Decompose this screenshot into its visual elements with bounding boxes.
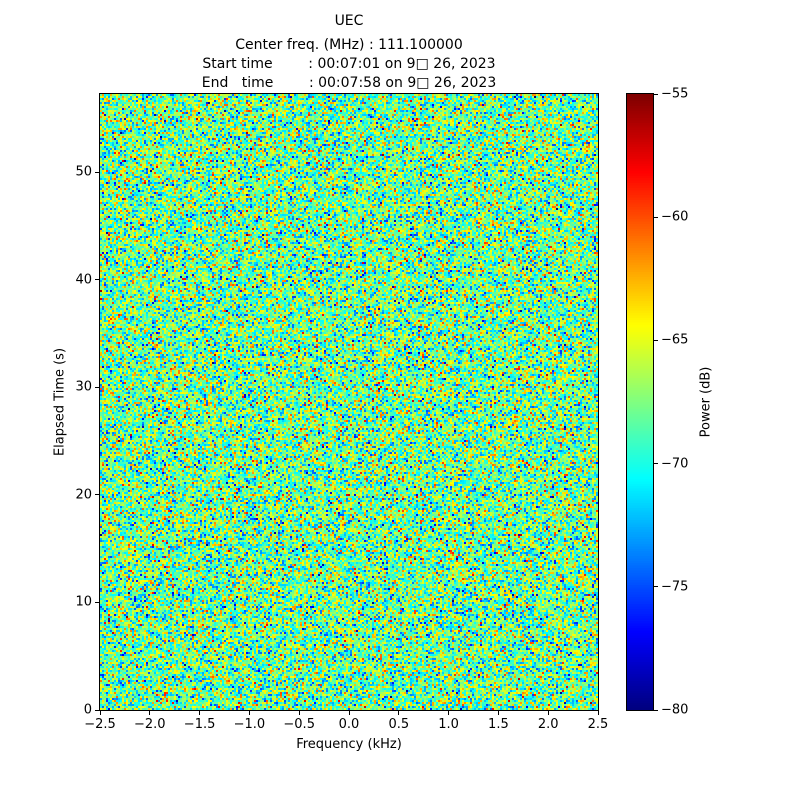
x-tick-label: 0.5 bbox=[388, 717, 410, 732]
x-tick-mark bbox=[547, 711, 549, 715]
y-tick-mark bbox=[95, 709, 99, 711]
chart-header: UEC Center freq. (MHz) : 111.100000 Star… bbox=[100, 12, 598, 93]
colorbar-tick-mark bbox=[654, 586, 658, 588]
x-tick-label: −2.5 bbox=[84, 717, 116, 732]
x-tick-mark bbox=[497, 711, 499, 715]
colorbar-tick-label: −55 bbox=[661, 86, 689, 102]
x-tick-mark bbox=[298, 711, 300, 715]
colorbar-tick-mark bbox=[654, 216, 658, 218]
plot-area bbox=[99, 93, 599, 711]
x-tick-mark bbox=[248, 711, 250, 715]
end-time-line: End time : 00:07:58 on 9□ 26, 2023 bbox=[201, 75, 497, 91]
y-tick-label: 0 bbox=[83, 702, 92, 718]
colorbar-tick-label: −75 bbox=[661, 579, 689, 595]
y-tick-mark bbox=[95, 279, 99, 281]
x-tick-mark bbox=[448, 711, 450, 715]
x-tick-mark bbox=[199, 711, 201, 715]
colorbar-gradient-canvas bbox=[627, 94, 653, 710]
y-tick-label: 50 bbox=[75, 164, 92, 180]
x-tick-label: 1.0 bbox=[438, 717, 459, 732]
y-tick-mark bbox=[95, 601, 99, 603]
x-tick-label: 0.0 bbox=[338, 717, 360, 732]
colorbar-tick-mark bbox=[654, 463, 658, 465]
x-tick-label: 2.0 bbox=[537, 717, 559, 732]
chart-title: UEC bbox=[334, 13, 364, 29]
x-tick-mark bbox=[149, 711, 151, 715]
x-tick-label: −2.0 bbox=[134, 717, 166, 732]
y-tick-label: 40 bbox=[75, 272, 92, 288]
colorbar-tick-mark bbox=[654, 339, 658, 341]
x-tick-mark bbox=[597, 711, 599, 715]
x-tick-label: 1.5 bbox=[488, 717, 509, 732]
x-tick-label: −0.5 bbox=[283, 717, 315, 732]
colorbar-tick-mark bbox=[654, 93, 658, 95]
colorbar-tick-mark bbox=[654, 709, 658, 711]
colorbar bbox=[626, 93, 654, 711]
x-tick-mark bbox=[398, 711, 400, 715]
colorbar-label: Power (dB) bbox=[698, 366, 714, 438]
x-tick-label: 2.5 bbox=[587, 717, 609, 732]
start-time-line: Start time : 00:07:01 on 9□ 26, 2023 bbox=[202, 56, 496, 72]
spectrogram-heatmap-canvas bbox=[100, 94, 598, 710]
y-tick-mark bbox=[95, 171, 99, 173]
colorbar-tick-label: −70 bbox=[661, 456, 689, 472]
colorbar-tick-label: −80 bbox=[661, 702, 689, 718]
x-tick-label: −1.0 bbox=[233, 717, 266, 732]
x-axis-label: Frequency (kHz) bbox=[296, 737, 402, 752]
y-tick-label: 10 bbox=[75, 594, 92, 610]
y-axis-label: Elapsed Time (s) bbox=[52, 347, 68, 457]
x-tick-label: −1.5 bbox=[183, 717, 216, 732]
colorbar-tick-label: −65 bbox=[661, 332, 689, 348]
x-tick-mark bbox=[99, 711, 101, 715]
y-tick-mark bbox=[95, 386, 99, 388]
y-tick-label: 30 bbox=[75, 379, 92, 395]
center-frequency-line: Center freq. (MHz) : 111.100000 bbox=[235, 37, 463, 53]
y-tick-mark bbox=[95, 494, 99, 496]
y-tick-label: 20 bbox=[75, 487, 92, 503]
colorbar-tick-label: −60 bbox=[661, 209, 689, 225]
x-tick-mark bbox=[348, 711, 350, 715]
